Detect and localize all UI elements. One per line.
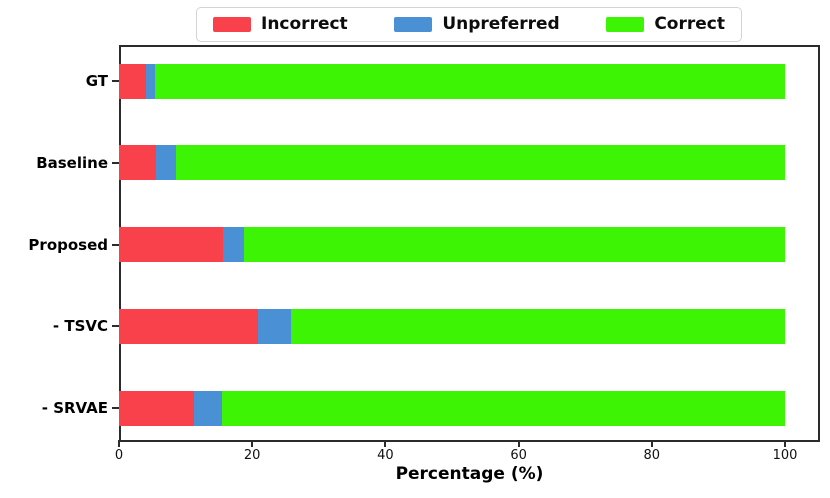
- bar-segment-correct: [290, 308, 785, 344]
- bar-segment-incorrect: [119, 227, 223, 262]
- bar-row-baseline: [119, 145, 785, 181]
- y-tick-mark: [112, 325, 119, 328]
- correct-swatch-icon: [606, 17, 645, 32]
- bar-segment-unpreferred: [193, 390, 223, 426]
- legend-item-incorrect: Incorrect: [213, 16, 348, 33]
- x-tick-label: 80: [643, 448, 661, 463]
- x-tick-mark: [784, 440, 786, 447]
- x-tick-label: 100: [772, 448, 798, 463]
- bar-row-srvae: [119, 390, 785, 426]
- x-tick-mark: [517, 440, 520, 447]
- bar-segment-unpreferred: [146, 63, 155, 99]
- legend-item-correct: Correct: [606, 16, 725, 33]
- legend-label-unpreferred: Unpreferred: [442, 14, 560, 34]
- unpreferred-swatch-icon: [394, 17, 433, 32]
- bar-segment-correct: [154, 63, 785, 99]
- bar-segment-incorrect: [119, 63, 147, 99]
- bar-row-proposed: [119, 227, 785, 262]
- bar-segment-correct: [175, 145, 785, 181]
- x-tick-label: 20: [243, 448, 261, 463]
- y-tick-mark: [112, 407, 119, 409]
- x-tick-mark: [384, 440, 387, 447]
- bar-row-tsvc: [119, 308, 785, 344]
- x-tick-mark: [251, 440, 254, 447]
- y-axis-label: GT: [85, 72, 108, 90]
- bar-segment-incorrect: [119, 390, 194, 426]
- legend-label-incorrect: Incorrect: [261, 14, 348, 34]
- y-tick-mark: [112, 243, 119, 246]
- x-tick-mark: [118, 440, 120, 447]
- y-tick-mark: [112, 161, 119, 164]
- bar-row-gt: [119, 63, 785, 99]
- y-axis-label: Baseline: [36, 153, 108, 172]
- bar-segment-unpreferred: [258, 308, 291, 344]
- bar-segment-incorrect: [119, 308, 259, 344]
- bar-segment-correct: [243, 227, 785, 262]
- bar-segment-unpreferred: [222, 227, 244, 262]
- x-tick-mark: [650, 440, 653, 447]
- bar-segment-unpreferred: [155, 145, 176, 181]
- legend-item-unpreferred: Unpreferred: [394, 14, 560, 34]
- y-axis-label: - TSVC: [52, 317, 108, 336]
- bar-layer: [119, 45, 820, 442]
- x-tick-label: 60: [510, 448, 527, 463]
- bar-segment-incorrect: [119, 145, 156, 181]
- y-axis-label: Proposed: [28, 235, 108, 254]
- incorrect-swatch-icon: [213, 17, 251, 32]
- legend-label-correct: Correct: [654, 14, 725, 34]
- x-axis-title: Percentage (%): [395, 464, 544, 484]
- bar-segment-correct: [222, 390, 785, 426]
- y-tick-mark: [112, 80, 119, 82]
- x-tick-label: 40: [377, 448, 394, 463]
- y-axis-label: - SRVAE: [41, 399, 108, 417]
- x-tick-label: 0: [114, 448, 124, 463]
- legend: Incorrect Unpreferred Correct: [196, 7, 742, 42]
